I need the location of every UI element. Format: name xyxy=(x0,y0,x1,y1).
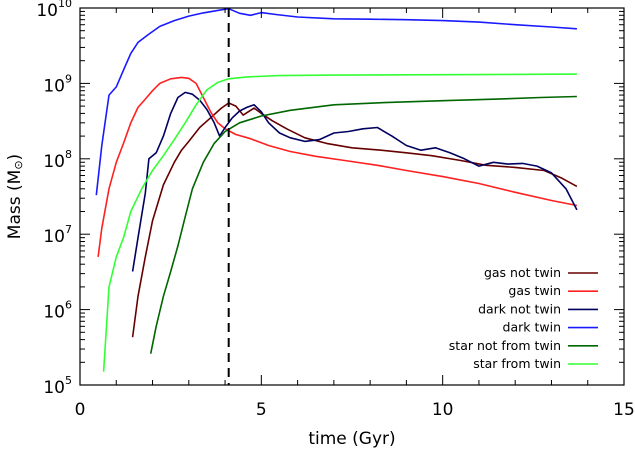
y-tick-label-base: 10 xyxy=(43,303,65,323)
y-tick-label-base: 10 xyxy=(43,152,65,172)
y-tick-label-exponent: 5 xyxy=(65,374,72,387)
y-tick-label: 105 xyxy=(43,374,72,398)
y-tick-label-base: 10 xyxy=(43,76,65,96)
series-lines xyxy=(95,7,578,372)
y-tick-label-base: 10 xyxy=(43,378,65,398)
axis-ticks xyxy=(79,7,625,386)
legend-label-gas-not-twin: gas not twin xyxy=(484,265,561,280)
legend-label-star-from-twin: star from twin xyxy=(473,356,561,371)
x-tick-labels: 0 5 10 15 xyxy=(75,400,635,420)
x-tick-label: 15 xyxy=(613,400,635,420)
y-tick-label-base: 10 xyxy=(36,1,58,21)
y-tick-label: 106 xyxy=(43,299,72,323)
legend-label-star-not-from-twin: star not from twin xyxy=(449,338,561,353)
y-axis-label-sun-symbol: ⊙ xyxy=(12,160,25,169)
y-tick-label: 109 xyxy=(43,72,72,96)
y-tick-label-exponent: 6 xyxy=(65,299,72,312)
y-tick-label-exponent: 8 xyxy=(65,148,72,161)
y-tick-label: 1010 xyxy=(36,0,72,21)
y-axis-label-prefix: Mass (M xyxy=(5,170,25,240)
x-axis-label: time (Gyr) xyxy=(308,429,395,449)
y-tick-label-exponent: 9 xyxy=(65,72,72,85)
series-line-gas-twin xyxy=(97,76,578,258)
legend-label-dark-twin: dark twin xyxy=(503,320,561,335)
series-line-star-not-from-twin xyxy=(149,95,577,354)
x-tick-label: 0 xyxy=(75,400,86,420)
y-tick-label-exponent: 7 xyxy=(65,223,72,236)
y-tick-label-exponent: 10 xyxy=(58,0,72,10)
y-tick-label: 107 xyxy=(43,223,72,247)
series-line-gas-not-twin xyxy=(131,102,578,338)
legend: gas not twin gas twin dark not twin dark tw… xyxy=(449,265,598,371)
y-tick-label-base: 10 xyxy=(43,227,65,247)
y-axis-label: Mass (M⊙) xyxy=(5,154,25,239)
y-axis-label-suffix: ) xyxy=(5,154,25,161)
x-tick-label: 5 xyxy=(256,400,267,420)
plot-frame xyxy=(79,7,625,386)
series-line-star-from-twin xyxy=(102,73,577,372)
x-tick-label: 10 xyxy=(432,400,454,420)
legend-label-dark-not-twin: dark not twin xyxy=(478,301,561,316)
series-line-dark-not-twin xyxy=(131,91,578,272)
y-tick-label: 108 xyxy=(43,148,72,172)
legend-label-gas-twin: gas twin xyxy=(508,283,561,298)
